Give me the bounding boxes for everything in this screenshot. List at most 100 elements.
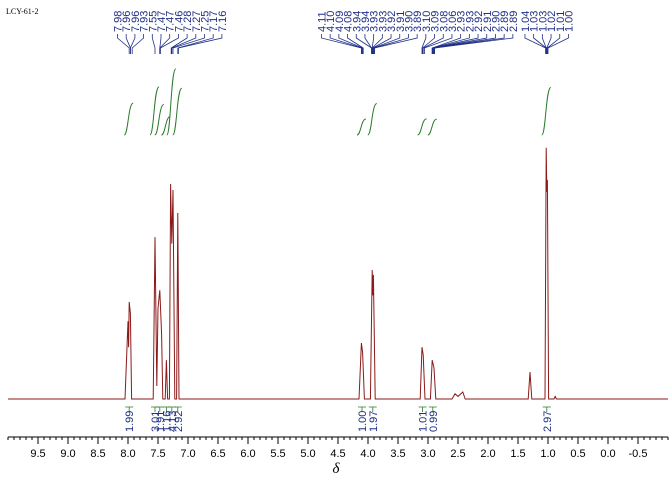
peak-connector: [171, 34, 197, 54]
peak-label: 7.47: [165, 11, 177, 32]
peak-label: 7.17: [208, 11, 220, 32]
peak-label: 1.00: [563, 11, 575, 32]
peak-connector: [433, 34, 496, 54]
peak-label: 3.91: [395, 11, 407, 32]
peak-label: 3.89: [412, 11, 424, 32]
peak-label: 4.09: [334, 11, 346, 32]
peak-connector: [117, 34, 130, 54]
peak-label: 3.93: [369, 11, 381, 32]
peak-label: 2.91: [482, 11, 494, 32]
peak-label: 3.09: [430, 11, 442, 32]
x-tick-label: 4.0: [360, 448, 375, 460]
peak-label: 7.46: [173, 11, 185, 32]
peak-label: 3.08: [438, 11, 450, 32]
integral-bracket: [418, 406, 427, 412]
integral-bracket: [542, 406, 551, 412]
integral-label: 3.01: [150, 411, 162, 432]
peak-connector: [125, 34, 131, 54]
peak-label: 4.11: [316, 11, 328, 32]
peak-label: 7.16: [217, 11, 229, 32]
peak-connector: [321, 34, 362, 54]
peak-connector: [422, 34, 444, 54]
peak-label: 3.94: [351, 11, 363, 32]
peak-label: 3.94: [360, 11, 372, 32]
peak-connector: [160, 34, 179, 54]
x-tick-label: 6.0: [240, 448, 255, 460]
chart-title: LCY-61-2: [6, 7, 38, 16]
peak-connector: [431, 34, 470, 54]
x-tick-label: 4.5: [330, 448, 345, 460]
x-tick-label: 3.0: [420, 448, 435, 460]
peak-connector: [373, 34, 409, 54]
x-tick-label: 8.0: [120, 448, 135, 460]
peak-label: 2.89: [508, 11, 520, 32]
peak-connector: [546, 34, 552, 54]
x-tick-label: 6.5: [210, 448, 225, 460]
peak-connector: [131, 34, 144, 54]
peak-label: 7.96: [130, 11, 142, 32]
peak-connector: [541, 34, 547, 54]
spectrum-line: [8, 147, 668, 400]
integral-label: 1.00: [357, 411, 369, 432]
peak-label: 7.96: [121, 11, 133, 32]
integral-label: 2.97: [542, 411, 554, 432]
integral-label: 1.01: [418, 411, 430, 432]
integral-curve: [154, 103, 165, 136]
x-tick-label: 7.5: [150, 448, 165, 460]
peak-connector: [371, 34, 383, 54]
peak-connector: [159, 34, 171, 54]
peak-connector: [364, 34, 372, 54]
peak-label: 3.93: [377, 11, 389, 32]
integral-bracket: [125, 406, 134, 412]
x-tick-label: 9.0: [60, 448, 75, 460]
peak-label: 3.92: [386, 11, 398, 32]
peak-label: 7.55: [147, 11, 159, 32]
peak-label: 4.10: [325, 11, 337, 32]
peak-connector: [372, 34, 392, 54]
peak-connector: [151, 34, 156, 54]
peak-label: 1.03: [529, 11, 541, 32]
peak-label: 7.47: [156, 11, 168, 32]
integral-curve: [161, 115, 171, 136]
peak-connector: [432, 34, 479, 54]
integral-label: 0.99: [428, 411, 440, 432]
integral-curve: [123, 102, 134, 136]
peak-label: 3.10: [421, 11, 433, 32]
integral-label: 2.92: [173, 411, 185, 432]
x-tick-label: 1.0: [540, 448, 555, 460]
peak-connector: [178, 34, 223, 54]
peak-label: 2.89: [499, 11, 511, 32]
peak-connector: [433, 34, 488, 54]
peak-label: 2.90: [490, 11, 502, 32]
peak-label: 1.01: [555, 11, 567, 32]
peak-label: 7.98: [113, 11, 125, 32]
peak-connector: [347, 34, 364, 54]
integral-bracket: [368, 406, 377, 412]
integral-curve: [166, 68, 177, 136]
peak-label: 2.92: [473, 11, 485, 32]
peak-connector: [422, 34, 435, 54]
integral-curve: [367, 102, 378, 136]
peak-connector: [421, 34, 427, 54]
peak-connector: [170, 34, 188, 54]
peak-label: 7.28: [182, 11, 194, 32]
x-tick-label: 7.0: [180, 448, 195, 460]
peak-label: 2.93: [464, 11, 476, 32]
peak-label: 3.90: [403, 11, 415, 32]
peak-connector: [547, 34, 569, 54]
integral-curve: [172, 87, 183, 136]
x-tick-label: 8.5: [90, 448, 105, 460]
peak-label: 7.27: [191, 11, 203, 32]
x-tick-label: 5.0: [300, 448, 315, 460]
x-tick-label: 5.5: [270, 448, 285, 460]
integral-curve: [427, 118, 437, 136]
peak-connector: [424, 34, 453, 54]
peak-label: 2.93: [456, 11, 468, 32]
peak-label: 7.93: [139, 11, 151, 32]
integral-curve: [356, 118, 367, 136]
peak-connector: [177, 34, 214, 54]
integral-label: 1.97: [368, 411, 380, 432]
peak-label: 3.06: [447, 11, 459, 32]
peak-connector: [374, 34, 418, 54]
